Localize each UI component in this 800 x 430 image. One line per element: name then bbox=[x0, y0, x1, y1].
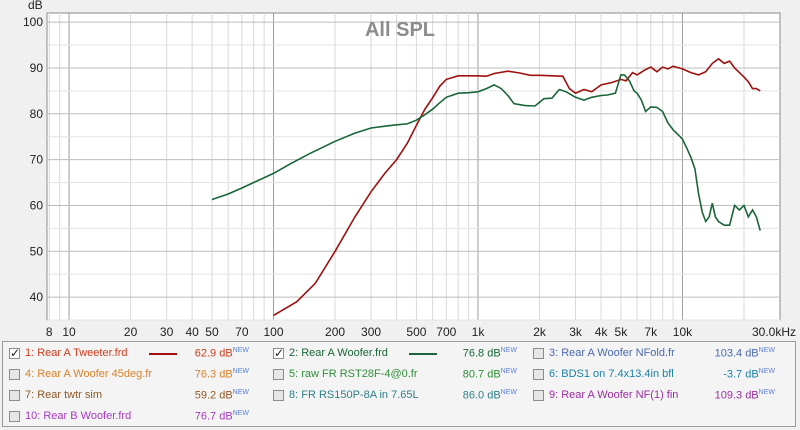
plot-area bbox=[46, 12, 781, 321]
x-tick-label: 70 bbox=[235, 325, 249, 338]
x-tick-label: 300 bbox=[361, 325, 381, 338]
legend-label: 1: Rear A Tweeter.frd bbox=[25, 347, 128, 359]
spl-chart-plot: 40 50 60 70 80 90 100 dB 8 10 20 30 40 50 70 100 200 300 5… bbox=[23, 0, 796, 338]
legend-label: 3: Rear A Woofer NFold.fr bbox=[549, 347, 675, 359]
y-tick-label: 50 bbox=[30, 244, 44, 258]
x-tick-label: 2k bbox=[533, 325, 547, 338]
legend-new-badge: NEW bbox=[500, 347, 517, 354]
legend-item: 4: Rear A Woofer 45deg.fr 76.3 dBNEW bbox=[9, 366, 249, 384]
x-tick-label: 10k bbox=[673, 325, 693, 338]
x-tick-label: 10 bbox=[62, 325, 76, 338]
y-tick-label: 100 bbox=[23, 15, 43, 29]
legend-checkbox[interactable] bbox=[533, 369, 544, 380]
legend-new-badge: NEW bbox=[232, 347, 249, 354]
legend-label: 6: BDS1 on 7.4x13.4in bfl bbox=[549, 368, 674, 380]
legend-value: 59.2 dBNEW bbox=[194, 389, 249, 402]
series-line-woofer bbox=[211, 74, 761, 231]
legend-value: 80.7 dBNEW bbox=[462, 368, 517, 381]
legend-new-badge: NEW bbox=[758, 368, 775, 375]
legend-checkbox[interactable] bbox=[9, 390, 20, 401]
legend-value: 103.4 dBNEW bbox=[714, 347, 775, 360]
legend-swatch bbox=[149, 353, 177, 355]
legend-swatch bbox=[409, 353, 437, 355]
y-tick-label: 40 bbox=[30, 290, 44, 304]
x-tick-label: 700 bbox=[436, 325, 456, 338]
x-tick-label: 50 bbox=[205, 325, 219, 338]
legend-label: 7: Rear twtr sim bbox=[25, 389, 103, 401]
legend-item: 7: Rear twtr sim 59.2 dBNEW bbox=[9, 387, 249, 405]
x-tick-label: 200 bbox=[325, 325, 345, 338]
legend-checkbox[interactable] bbox=[533, 390, 544, 401]
x-tick-label: 100 bbox=[264, 325, 284, 338]
legend-label: 2: Rear A Woofer.frd bbox=[289, 347, 388, 359]
legend-label: 9: Rear A Woofer NF(1) fin bbox=[549, 389, 679, 401]
legend-item: 9: Rear A Woofer NF(1) fin 109.3 dBNEW bbox=[533, 387, 775, 405]
legend-item: 5: raw FR RST28F-4@0.fr 80.7 dBNEW bbox=[273, 366, 517, 384]
y-tick-label: 60 bbox=[30, 198, 44, 212]
legend-panel: 1: Rear A Tweeter.frd 62.9 dBNEW 2: Rear A… bbox=[2, 341, 796, 427]
legend-new-badge: NEW bbox=[758, 389, 775, 396]
legend-new-badge: NEW bbox=[500, 389, 517, 396]
x-tick-label: 3k bbox=[569, 325, 583, 338]
spl-chart: 40 50 60 70 80 90 100 dB 8 10 20 30 40 50 70 100 200 300 5… bbox=[23, 0, 796, 338]
x-tick-label: 500 bbox=[406, 325, 426, 338]
legend-value: 76.8 dBNEW bbox=[462, 347, 517, 360]
legend-value: 76.3 dBNEW bbox=[194, 368, 249, 381]
legend-item: 10: Rear B Woofer.frd 76.7 dBNEW bbox=[9, 408, 249, 426]
legend-value: 62.9 dBNEW bbox=[194, 347, 249, 360]
x-tick-label: 30.0kHz bbox=[752, 325, 796, 338]
x-tick-label: 30 bbox=[160, 325, 174, 338]
legend-new-badge: NEW bbox=[232, 410, 249, 417]
legend-checkbox[interactable] bbox=[9, 346, 20, 360]
legend-checkbox[interactable] bbox=[9, 411, 20, 422]
legend-item: 1: Rear A Tweeter.frd 62.9 dBNEW bbox=[9, 345, 249, 363]
legend-checkbox[interactable] bbox=[273, 390, 284, 401]
x-tick-label: 7k bbox=[644, 325, 658, 338]
x-tick-label: 4k bbox=[595, 325, 609, 338]
legend-checkbox[interactable] bbox=[9, 369, 20, 380]
x-tick-label: 40 bbox=[185, 325, 199, 338]
legend-item: 6: BDS1 on 7.4x13.4in bfl -3.7 dBNEW bbox=[533, 366, 775, 384]
legend-new-badge: NEW bbox=[232, 389, 249, 396]
legend-label: 10: Rear B Woofer.frd bbox=[25, 410, 132, 422]
legend-new-badge: NEW bbox=[758, 347, 775, 354]
legend-item: 2: Rear A Woofer.frd 76.8 dBNEW bbox=[273, 345, 517, 363]
chart-title: All SPL bbox=[365, 19, 435, 41]
legend-label: 4: Rear A Woofer 45deg.fr bbox=[25, 368, 152, 380]
x-tick-label: 1k bbox=[472, 325, 486, 338]
y-tick-label: 80 bbox=[30, 107, 44, 121]
x-tick-label: 5k bbox=[615, 325, 629, 338]
y-axis-label: dB bbox=[28, 0, 43, 12]
legend-checkbox[interactable] bbox=[273, 369, 284, 380]
legend-value: 109.3 dBNEW bbox=[714, 389, 775, 402]
legend-item: 3: Rear A Woofer NFold.fr 103.4 dBNEW bbox=[533, 345, 775, 363]
series-line-tweeter bbox=[273, 57, 761, 317]
legend-new-badge: NEW bbox=[232, 368, 249, 375]
y-tick-label: 70 bbox=[30, 153, 44, 167]
legend-checkbox[interactable] bbox=[533, 348, 544, 359]
legend-label: 8: FR RS150P-8A in 7.65L bbox=[289, 389, 419, 401]
legend-checkbox[interactable] bbox=[273, 346, 284, 360]
x-tick-label: 8 bbox=[46, 325, 53, 338]
legend-label: 5: raw FR RST28F-4@0.fr bbox=[289, 368, 418, 380]
x-tick-label: 20 bbox=[124, 325, 138, 338]
legend-item: 8: FR RS150P-8A in 7.65L 86.0 dBNEW bbox=[273, 387, 517, 405]
legend-value: 76.7 dBNEW bbox=[194, 410, 249, 423]
y-tick-label: 90 bbox=[30, 61, 44, 75]
legend-value: 86.0 dBNEW bbox=[462, 389, 517, 402]
legend-new-badge: NEW bbox=[500, 368, 517, 375]
legend-value: -3.7 dBNEW bbox=[723, 368, 775, 381]
